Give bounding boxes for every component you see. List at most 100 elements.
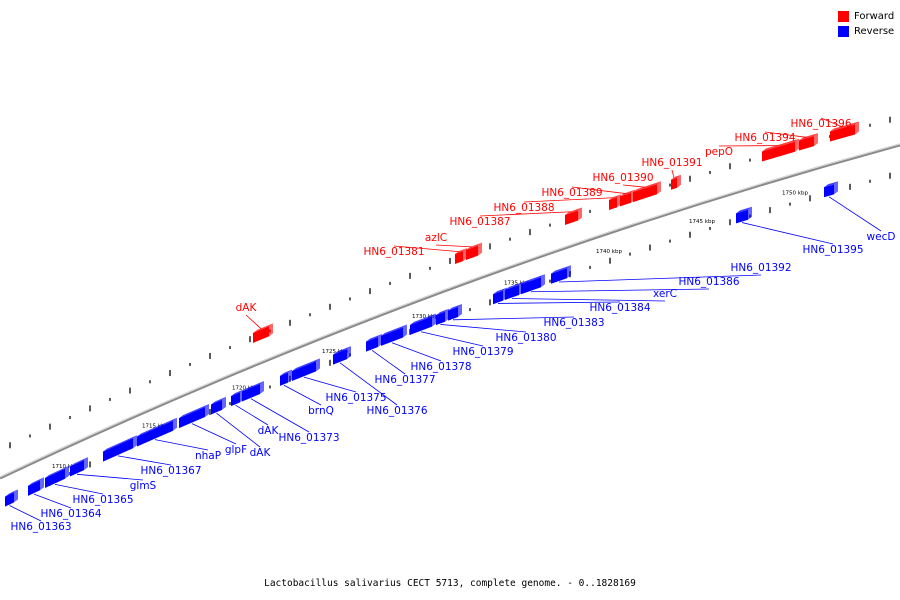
gene-label[interactable]: HN6_01378 [410,361,471,373]
gene-block[interactable] [5,489,18,507]
label-connector [523,197,614,203]
gene-block[interactable] [45,465,69,488]
gene-label[interactable]: HN6_01365 [72,494,133,506]
gene-label[interactable]: HN6_01380 [495,332,556,344]
gene-block[interactable] [762,138,799,162]
gene-label[interactable]: HN6_01375 [325,392,386,404]
gene-block[interactable] [830,121,859,142]
scale-label: 1710 kbp [52,464,78,470]
gene-label[interactable]: HN6_01392 [730,262,791,274]
gene-label[interactable]: glmS [130,480,157,492]
gene-block[interactable] [521,274,545,295]
gene-label[interactable]: HN6_01367 [140,465,201,477]
gene-label[interactable]: HN6_01391 [641,157,702,169]
gene-block-side [260,381,264,395]
label-connector [479,211,572,217]
gene-label[interactable]: HN6_01379 [452,346,513,358]
gene-label[interactable]: HN6_01388 [493,202,554,214]
gene-block[interactable] [620,189,635,207]
gene-block-top [493,287,507,295]
gene-block-top [620,189,635,197]
gene-label[interactable]: dAK [236,302,258,314]
gene-block-top [28,477,44,486]
gene-block[interactable] [551,265,571,284]
gene-label[interactable]: HN6_01394 [734,132,795,144]
gene-label[interactable]: pepO [705,146,733,158]
gene-block[interactable] [137,417,177,447]
gene-label[interactable]: HN6_01363 [10,521,71,533]
gene-block[interactable] [242,381,264,402]
gene-label[interactable]: HN6_01390 [592,172,653,184]
gene-block-face [137,420,173,447]
gene-label[interactable]: HN6_01376 [366,405,427,417]
gene-block-side [316,358,320,372]
gene-block[interactable] [609,194,621,211]
gene-block[interactable] [505,281,523,300]
gene-block[interactable] [280,369,292,386]
gene-label[interactable]: glpF [225,444,247,456]
gene-block-side [84,457,88,471]
gene-block[interactable] [381,324,407,346]
gene-label[interactable]: HN6_01373 [278,432,339,444]
gene-block[interactable] [565,207,582,225]
gene-label[interactable]: HN6_01387 [449,216,510,228]
scale-label: 1720 kbp [232,385,258,391]
genome-backbone-highlight [0,143,900,478]
gene-block[interactable] [366,334,382,352]
label-connector [440,324,527,333]
gene-block[interactable] [466,242,482,261]
gene-block[interactable] [736,206,752,224]
gene-block[interactable] [28,477,44,496]
gene-block-side [403,324,407,338]
label-connector [303,376,357,393]
gene-block[interactable] [179,404,209,429]
gene-block[interactable] [410,313,436,335]
gene-label[interactable]: dAK [258,425,280,437]
gene-block[interactable] [633,181,661,203]
gene-block[interactable] [211,396,226,415]
gene-label[interactable]: HN6_01377 [374,374,435,386]
gene-block-top [671,174,681,180]
gene-block[interactable] [292,358,320,381]
scale-label: 1730 kbp [412,314,438,320]
reverse-swatch [838,26,849,37]
gene-block-top [280,369,292,376]
gene-label[interactable]: HN6_01384 [589,302,650,314]
gene-block-face [28,480,40,496]
gene-label[interactable]: HN6_01395 [802,244,863,256]
gene-label[interactable]: HN6_01364 [40,508,101,520]
gene-block[interactable] [824,181,838,198]
gene-block[interactable] [799,133,818,151]
gene-label[interactable]: azlC [425,232,447,244]
gene-block-face [333,349,347,365]
gene-label[interactable]: dAK [250,447,272,459]
gene-label[interactable]: xerC [653,288,677,300]
legend-reverse-label: Reverse [854,26,895,37]
gene-block[interactable] [333,346,351,365]
scale-label: 1725 kbp [322,349,348,355]
gene-label[interactable]: HN6_01381 [363,246,424,258]
gene-block[interactable] [70,457,88,477]
gene-block-face [179,407,205,429]
gene-block-top [103,435,137,452]
gene-block[interactable] [455,248,467,265]
legend-reverse: Reverse [838,24,894,39]
gene-label[interactable]: HN6_01396 [790,118,851,130]
gene-block[interactable] [253,323,273,343]
label-connector [76,473,144,481]
gene-label[interactable]: brnQ [308,405,334,417]
gene-block-top [5,489,18,497]
gene-block-face [493,290,503,305]
gene-block-face [799,136,814,151]
gene-label[interactable]: HN6_01389 [541,187,602,199]
gene-block[interactable] [448,303,462,321]
gene-label[interactable]: HN6_01386 [678,276,739,288]
gene-block[interactable] [103,435,137,462]
gene-block[interactable] [671,174,681,190]
label-connector [235,404,269,426]
gene-block[interactable] [436,308,449,326]
gene-block[interactable] [493,287,507,305]
gene-label[interactable]: wecD [867,231,896,243]
gene-label[interactable]: nhaP [195,450,221,462]
gene-label[interactable]: HN6_01383 [543,317,604,329]
